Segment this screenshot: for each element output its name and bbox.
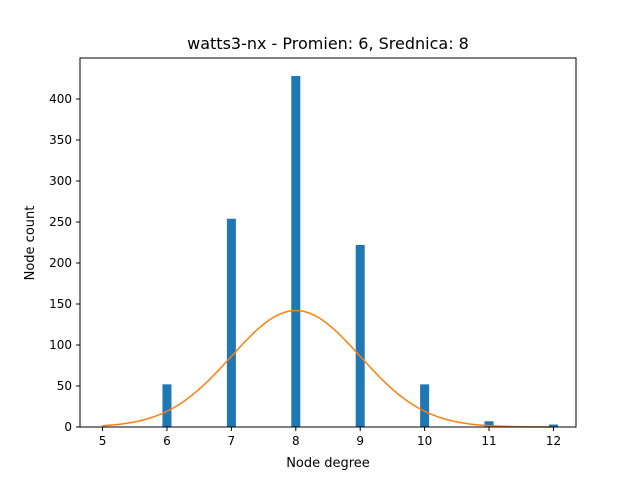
x-tick-label: 10 bbox=[417, 434, 432, 448]
y-tick-label: 350 bbox=[49, 133, 72, 147]
bars-layer bbox=[162, 76, 558, 427]
histogram-bar bbox=[420, 384, 430, 427]
histogram-bar bbox=[484, 421, 494, 427]
x-axis-label: Node degree bbox=[286, 456, 370, 471]
y-tick-label: 200 bbox=[49, 256, 72, 270]
plot-frame bbox=[79, 57, 577, 428]
histogram-bar bbox=[548, 424, 558, 427]
x-tick-label: 8 bbox=[292, 434, 300, 448]
x-tick-label: 6 bbox=[163, 434, 171, 448]
y-tick-label: 400 bbox=[49, 92, 72, 106]
y-tick-label: 0 bbox=[64, 420, 72, 434]
y-axis-ticks: 0 50 100 150 200 250 300 350 400 bbox=[49, 92, 80, 434]
histogram-bar bbox=[291, 76, 301, 427]
y-tick-label: 50 bbox=[57, 379, 72, 393]
y-axis-label: Node count bbox=[23, 206, 38, 281]
histogram-bar bbox=[355, 244, 365, 427]
histogram-bar bbox=[162, 384, 172, 427]
x-axis-ticks: 5 6 7 8 9 10 11 12 bbox=[99, 427, 561, 448]
x-tick-label: 7 bbox=[228, 434, 236, 448]
histogram-bar bbox=[226, 218, 236, 427]
normal-fit-curve bbox=[102, 309, 554, 428]
x-tick-label: 12 bbox=[546, 434, 561, 448]
x-tick-label: 9 bbox=[356, 434, 364, 448]
chart-title: watts3-nx - Promien: 6, Srednica: 8 bbox=[187, 34, 469, 53]
x-tick-label: 11 bbox=[481, 434, 496, 448]
y-tick-label: 250 bbox=[49, 215, 72, 229]
y-tick-label: 100 bbox=[49, 338, 72, 352]
y-tick-label: 300 bbox=[49, 174, 72, 188]
x-tick-label: 5 bbox=[99, 434, 107, 448]
y-tick-label: 150 bbox=[49, 297, 72, 311]
